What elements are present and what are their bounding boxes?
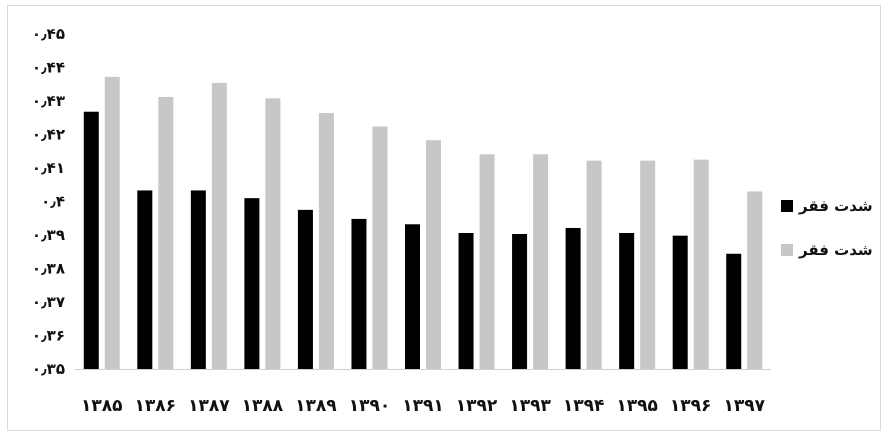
bars	[83, 76, 763, 370]
bar-series-2	[479, 154, 495, 369]
x-tick-label: ۱۳۹۳	[509, 396, 551, 416]
bar-series-2	[533, 154, 549, 369]
x-tick-label: ۱۳۹۶	[670, 396, 712, 416]
bar-series-1	[190, 190, 206, 369]
bar-series-1	[405, 224, 420, 369]
bar-series-1	[458, 232, 474, 369]
bar-chart: ۰٫۳۵ ۰٫۳۶ ۰٫۳۷ ۰٫۳۸ ۰٫۳۹ ۰٫۴ ۰٫۴۱ ۰٫۴۲ ۰٫۴۳ ۰٫۴۴ ۰…	[32, 25, 771, 416]
y-tick-label: ۰٫۳۵	[32, 360, 65, 378]
x-tick-label: ۱۳۸۹	[295, 396, 337, 416]
y-tick-label: ۰٫۴۵	[32, 25, 65, 43]
bar-series-2	[747, 191, 763, 369]
legend-item-series-2: شدت فقر	[781, 240, 873, 260]
bar-series-2	[211, 82, 227, 369]
x-tick-label: ۱۳۸۶	[135, 396, 177, 416]
bar-series-1	[83, 111, 99, 369]
x-axis-ticks: ۱۳۸۵ ۱۳۸۶ ۱۳۸۷ ۱۳۸۸ ۱۳۸۹ ۱۳۹۰ ۱۳۹۱ ۱۳۹۲ ۱۳۹۳ ۱۳۹۴…	[81, 396, 766, 416]
y-tick-label: ۰٫۴۲	[32, 126, 65, 144]
bar-series-2	[265, 98, 281, 369]
bar-series-1	[137, 190, 153, 369]
bar-series-2	[372, 126, 388, 370]
y-axis-ticks: ۰٫۳۵ ۰٫۳۶ ۰٫۳۷ ۰٫۳۸ ۰٫۳۹ ۰٫۴ ۰٫۴۱ ۰٫۴۲ ۰٫۴۳ ۰٫۴۴ ۰…	[32, 25, 65, 378]
x-tick-label: ۱۳۹۵	[616, 396, 658, 416]
bar-series-1	[244, 198, 260, 369]
y-tick-label: ۰٫۳۷	[32, 293, 65, 311]
y-tick-label: ۰٫۳۹	[32, 226, 65, 244]
y-tick-label: ۰٫۴۳	[32, 92, 65, 110]
y-tick-label: ۰٫۴	[41, 193, 65, 211]
y-tick-label: ۰٫۴۱	[32, 159, 65, 177]
legend-swatch-series-2	[781, 244, 793, 256]
legend-swatch-series-1	[781, 200, 793, 212]
x-tick-label: ۱۳۸۸	[242, 396, 284, 416]
legend-label-series-1: شدت فقر	[799, 197, 873, 215]
bar-series-1	[672, 235, 688, 369]
bar-series-1	[351, 218, 367, 369]
bar-series-2	[640, 160, 656, 369]
bar-series-2	[318, 113, 334, 369]
legend-label-series-2: شدت فقر	[799, 241, 873, 259]
x-tick-label: ۱۳۸۷	[188, 396, 230, 416]
bar-series-2	[158, 96, 174, 369]
y-tick-label: ۰٫۳۸	[32, 260, 65, 278]
bar-series-2	[104, 76, 120, 369]
x-tick-label: ۱۳۹۲	[456, 396, 498, 416]
bar-series-2	[693, 159, 709, 369]
bar-series-1	[565, 227, 581, 369]
chart-frame: ۰٫۳۵ ۰٫۳۶ ۰٫۳۷ ۰٫۳۸ ۰٫۳۹ ۰٫۴ ۰٫۴۱ ۰٫۴۲ ۰٫۴۳ ۰٫۴۴ ۰…	[7, 5, 881, 431]
x-tick-label: ۱۳۹۷	[723, 396, 765, 416]
y-tick-label: ۰٫۴۴	[32, 59, 65, 77]
x-tick-label: ۱۳۹۴	[563, 396, 605, 416]
bar-series-1	[619, 232, 635, 369]
bar-series-1	[726, 253, 742, 369]
legend: شدت فقر شدت فقر	[781, 196, 873, 284]
bar-series-2	[426, 140, 441, 369]
bar-series-1	[512, 233, 528, 369]
bar-series-1	[297, 209, 313, 369]
x-tick-label: ۱۳۹۰	[349, 396, 391, 416]
y-tick-label: ۰٫۳۶	[32, 327, 65, 345]
x-tick-label: ۱۳۸۵	[81, 396, 123, 416]
bar-series-2	[586, 160, 602, 369]
legend-item-series-1: شدت فقر	[781, 196, 873, 216]
x-tick-label: ۱۳۹۱	[402, 396, 444, 416]
